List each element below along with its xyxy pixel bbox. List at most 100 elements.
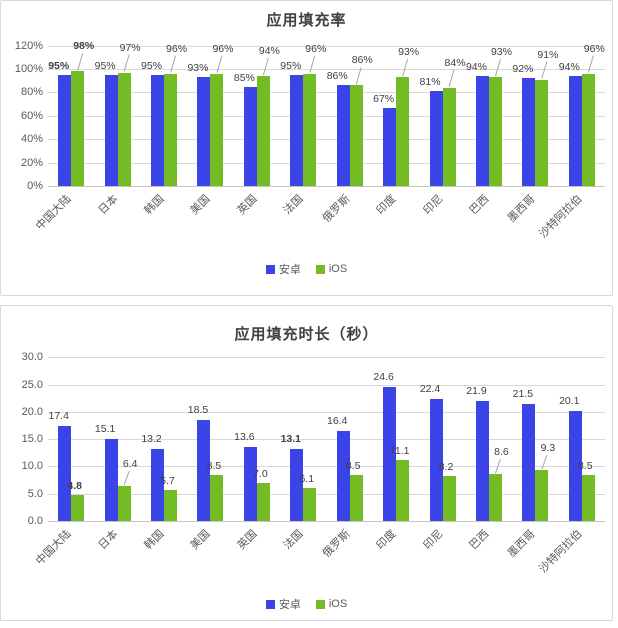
legend-entry-ios: iOS	[315, 598, 348, 610]
bar-android-韩国	[151, 74, 165, 186]
bar-android-中国大陆	[58, 425, 72, 521]
android-value-label: 21.9	[466, 385, 487, 398]
y-axis-tick-label: 25.0	[21, 378, 43, 391]
bar-ios-俄罗斯	[349, 85, 363, 186]
bar-ios-印度	[396, 460, 410, 521]
bar-ios-印度	[396, 77, 410, 186]
bar-android-墨西哥	[522, 403, 536, 521]
ios-value-label: 8.5	[206, 459, 222, 472]
android-legend-label: 安卓	[278, 264, 301, 276]
y-axis-tick-label: 20%	[20, 156, 43, 169]
bar-ios-韩国	[164, 73, 178, 186]
bar-android-英国	[243, 86, 257, 186]
android-value-label: 17.4	[48, 409, 69, 422]
bar-android-印度	[383, 107, 397, 186]
bar-ios-中国大陆	[71, 494, 85, 521]
bar-android-英国	[243, 446, 257, 521]
gridline-80%	[48, 92, 605, 94]
bar-ios-巴西	[488, 77, 502, 186]
ios-legend-label: iOS	[328, 598, 348, 610]
gridline-15.0	[48, 439, 605, 441]
ios-value-label: 84%	[444, 56, 466, 69]
android-value-label: 95%	[48, 59, 70, 72]
bar-ios-墨西哥	[535, 470, 549, 521]
gridline-30.0	[48, 357, 605, 359]
android-value-label: 67%	[373, 92, 395, 105]
bar-android-俄罗斯	[336, 431, 350, 521]
bar-ios-沙特阿拉伯	[581, 73, 595, 186]
ios-value-label: 7.0	[253, 467, 268, 480]
bar-android-印尼	[429, 91, 443, 186]
ios-value-label: 94%	[258, 45, 280, 58]
android-value-label: 94%	[558, 61, 580, 74]
gridline-40%	[48, 139, 605, 141]
y-axis-tick-label: 40%	[20, 133, 43, 146]
bar-android-巴西	[475, 401, 489, 521]
ios-legend-swatch-icon	[315, 264, 325, 274]
android-value-label: 13.1	[280, 433, 301, 446]
android-value-label: 18.5	[187, 403, 209, 416]
ios-legend-label: iOS	[328, 263, 348, 275]
bar-ios-巴西	[488, 474, 502, 521]
bar-android-沙特阿拉伯	[568, 76, 582, 186]
y-axis-tick-label: 60%	[20, 109, 43, 122]
android-value-label: 24.6	[373, 370, 394, 383]
legend-entry-android: 安卓	[265, 261, 301, 277]
gridline-25.0	[48, 384, 605, 386]
bar-android-巴西	[475, 76, 489, 186]
gridline-0%	[48, 186, 605, 187]
bar-ios-韩国	[164, 489, 178, 521]
ios-value-label: 97%	[119, 41, 141, 54]
android-value-label: 95%	[94, 59, 116, 72]
bar-android-印度	[383, 386, 397, 521]
bar-ios-俄罗斯	[349, 474, 363, 521]
ios-value-label: 91%	[537, 48, 559, 61]
bar-ios-美国	[210, 73, 224, 186]
android-value-label: 86%	[326, 70, 348, 83]
y-axis-tick-label: 15.0	[21, 433, 43, 446]
gridline-5.0	[48, 493, 605, 495]
y-axis-tick-label: 0.0	[27, 515, 43, 527]
bar-android-日本	[104, 74, 118, 186]
gridline-0.0	[48, 521, 605, 522]
y-axis-tick-label: 0%	[27, 180, 43, 192]
legend-entry-android: 安卓	[265, 596, 301, 612]
android-value-label: 22.4	[419, 382, 441, 395]
y-axis-tick-label: 10.0	[21, 460, 43, 473]
android-value-label: 16.4	[326, 415, 348, 428]
android-value-label: 20.1	[559, 395, 580, 408]
android-value-label: 85%	[233, 71, 255, 84]
ios-value-label: 93%	[398, 46, 420, 59]
bar-ios-印尼	[442, 476, 456, 521]
bar-android-日本	[104, 438, 118, 521]
bar-android-美国	[197, 419, 211, 521]
y-axis-tick-label: 5.0	[27, 487, 43, 500]
bar-ios-英国	[256, 76, 270, 186]
fill-rate-chart-plot: 0% 20% 40% 60% 80% 100% 120% 95% 98% 中国大陆 95% 97% 日本…	[1, 1, 612, 295]
y-axis-tick-label: 80%	[20, 86, 43, 99]
android-value-label: 95%	[141, 59, 163, 72]
ios-legend-swatch-icon	[315, 599, 325, 609]
bar-android-沙特阿拉伯	[568, 411, 582, 521]
android-value-label: 13.2	[141, 432, 162, 445]
bar-android-中国大陆	[58, 74, 72, 186]
ios-value-label: 96%	[305, 42, 327, 55]
ios-value-label: 96%	[583, 42, 605, 55]
bar-android-韩国	[151, 448, 165, 521]
y-axis-tick-label: 30.0	[21, 351, 43, 364]
bar-ios-法国	[303, 73, 317, 186]
gridline-120%	[48, 45, 605, 47]
ios-value-label: 8.5	[345, 459, 361, 472]
gridline-20%	[48, 162, 605, 164]
ios-value-label: 4.8	[67, 479, 82, 492]
gridline-10.0	[48, 466, 605, 468]
fill-rate-chart-title: 应用填充率	[266, 12, 347, 29]
ios-value-label: 86%	[351, 54, 373, 67]
bar-android-墨西哥	[522, 78, 536, 186]
fill-duration-chart-panel: 应用填充时长（秒） 0.0 5.0 10.0 15.0 20.0 25.0 30.0 17.4…	[0, 305, 613, 621]
ios-value-label: 96%	[212, 42, 234, 55]
bar-ios-印尼	[442, 87, 456, 186]
fill-rate-chart-panel: 应用填充率 0% 20% 40% 60% 80% 100% 120% 95% 98% 中国大陆 95…	[0, 0, 613, 296]
ios-value-label: 5.7	[160, 474, 175, 487]
